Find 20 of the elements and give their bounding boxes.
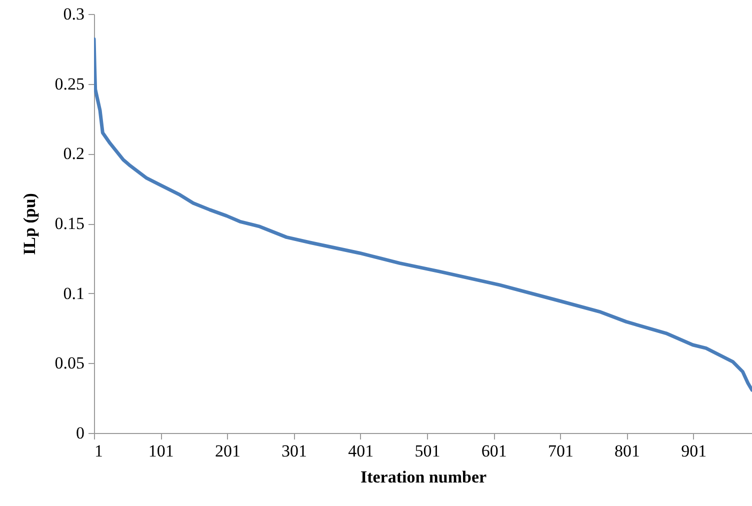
line-series (94, 37, 752, 392)
y-tick-label: 0.1 (63, 284, 84, 303)
x-axis-title: Iteration number (360, 468, 487, 486)
x-tick-label: 601 (481, 442, 507, 460)
x-tick-label: 801 (614, 442, 640, 460)
x-tick-label: 501 (414, 442, 440, 460)
x-tick-label: 201 (214, 442, 240, 460)
x-tick-label: 901 (681, 442, 707, 460)
y-tick-label: 0.05 (54, 354, 84, 373)
y-tick-label: 0.15 (54, 214, 84, 233)
x-tick-label: 701 (548, 442, 574, 460)
y-tick-label: 0.3 (63, 4, 84, 24)
y-tick-label: 0.2 (63, 144, 84, 164)
x-tick-label: 101 (148, 442, 174, 460)
y-tick-label: 0.25 (54, 74, 84, 94)
y-tick-label: 0 (76, 424, 84, 442)
x-tick-label: 301 (282, 442, 308, 460)
x-tick-label: 1 (94, 442, 103, 460)
x-tick-label: 401 (348, 442, 374, 460)
y-axis-title: ILp (pu) (20, 193, 39, 255)
